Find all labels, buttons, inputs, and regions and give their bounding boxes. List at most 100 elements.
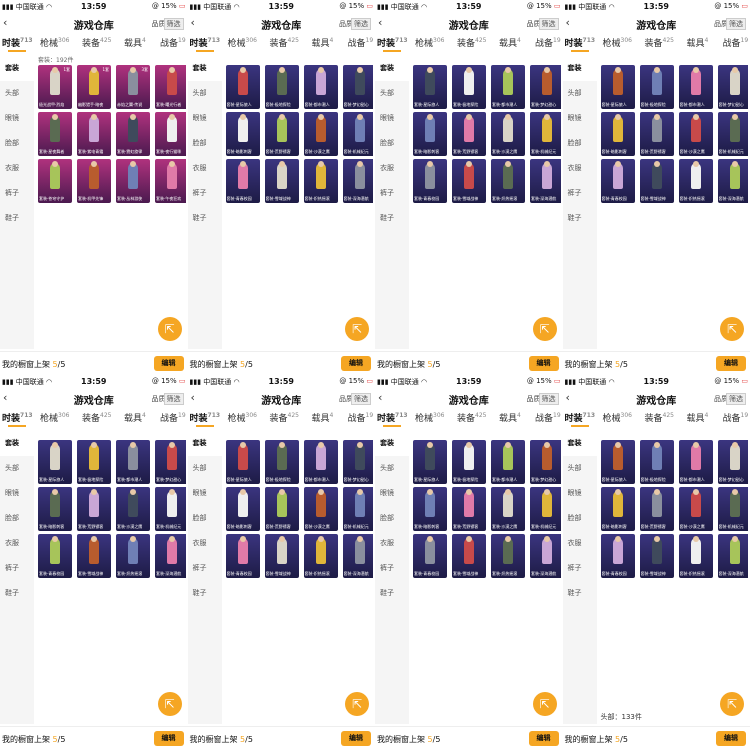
quality-sort-button[interactable]: 品质	[151, 395, 166, 403]
quality-sort-button[interactable]: 品质	[526, 395, 541, 403]
sidebar-item-glasses[interactable]: 眼镜	[380, 489, 394, 497]
item-card[interactable]: 套装·极地探险	[452, 440, 486, 484]
sidebar-item-face[interactable]: 脸部	[380, 139, 394, 147]
item-card[interactable]: 套装·雪域战神	[264, 159, 299, 203]
tab-supplies[interactable]: 战备19	[348, 411, 374, 424]
sidebar-item-pants[interactable]: 裤子	[5, 564, 19, 572]
item-card[interactable]: 套装·星际旅人	[600, 440, 635, 484]
item-card[interactable]: 套装·机械纪元	[530, 112, 561, 156]
sidebar-item-face[interactable]: 脸部	[5, 139, 19, 147]
tab-equipment[interactable]: 装备425	[645, 36, 674, 49]
item-card[interactable]: 套装·梦幻甜心	[530, 65, 561, 109]
sidebar-item-pants[interactable]: 裤子	[567, 189, 582, 197]
sidebar-item-shoes[interactable]: 鞋子	[192, 589, 207, 597]
item-card[interactable]: 套装·雪域战神	[452, 534, 486, 578]
sidebar-item-suit[interactable]: 套装	[375, 56, 409, 81]
sidebar-item-head[interactable]: 头部	[567, 464, 582, 472]
sidebar-item-glasses[interactable]: 眼镜	[5, 114, 19, 122]
item-card[interactable]: 套装·深海潜航	[342, 159, 373, 203]
tab-vehicles[interactable]: 载具4	[312, 36, 334, 49]
chevron-left-icon[interactable]: ‹	[3, 16, 8, 29]
sidebar-item-suit[interactable]: 套装	[375, 431, 409, 456]
filter-button[interactable]: 筛选	[351, 393, 371, 405]
quality-sort-button[interactable]: 品质	[526, 20, 541, 28]
sidebar-item-clothes[interactable]: 衣服	[192, 164, 207, 172]
tab-equipment[interactable]: 装备425	[457, 411, 486, 424]
tab-fashion[interactable]: 时装713	[190, 36, 220, 52]
sidebar-item-suit[interactable]: 套装	[0, 431, 34, 456]
sidebar-item-glasses[interactable]: 眼镜	[192, 489, 207, 497]
sidebar-item-head[interactable]: 头部	[380, 89, 394, 97]
sidebar-item-shoes[interactable]: 鞋子	[380, 589, 394, 597]
item-card[interactable]: 套装·星际旅人	[413, 440, 447, 484]
tab-guns[interactable]: 枪械306	[40, 36, 69, 49]
sidebar-item-clothes[interactable]: 衣服	[567, 164, 582, 172]
item-card[interactable]: 套装·沙漠之鹰	[303, 487, 338, 531]
sidebar-item-pants[interactable]: 裤子	[567, 564, 582, 572]
sidebar-item-glasses[interactable]: 眼镜	[567, 114, 582, 122]
sidebar-item-clothes[interactable]: 衣服	[380, 539, 394, 547]
share-fab[interactable]: ⇱	[157, 317, 182, 341]
item-card[interactable]: 套装·暗影刺客	[225, 487, 260, 531]
edit-button[interactable]: 编辑	[528, 731, 559, 746]
item-card[interactable]: 套装·梦幻甜心	[717, 440, 748, 484]
sidebar-item-head[interactable]: 头部	[5, 89, 19, 97]
item-card[interactable]: 套装·机甲先锋	[77, 159, 111, 203]
item-card[interactable]: 套装·丛林游侠	[116, 159, 150, 203]
tab-guns[interactable]: 枪械306	[603, 411, 632, 424]
item-card[interactable]: 套装·雪域战神	[264, 534, 299, 578]
sidebar-item-pants[interactable]: 裤子	[380, 189, 394, 197]
tab-equipment[interactable]: 装备425	[270, 36, 299, 49]
filter-button[interactable]: 筛选	[163, 393, 184, 405]
item-card[interactable]: 套装·极地探险	[452, 65, 486, 109]
item-card[interactable]: 套装·暗影刺客	[225, 112, 260, 156]
item-card[interactable]: 套装·夜行猫咪	[155, 112, 186, 156]
sidebar-item-glasses[interactable]: 眼镜	[5, 489, 19, 497]
item-card[interactable]: 套装·机械纪元	[530, 487, 561, 531]
edit-button[interactable]: 编辑	[528, 356, 559, 371]
item-card[interactable]: 套装·沙漠之鹰	[303, 112, 338, 156]
tab-guns[interactable]: 枪械306	[603, 36, 632, 49]
tab-vehicles[interactable]: 载具4	[687, 411, 709, 424]
item-card[interactable]: 套装·苍穹守护	[38, 159, 72, 203]
item-card[interactable]: 套装·雪域战神	[452, 159, 486, 203]
tab-vehicles[interactable]: 载具4	[124, 411, 146, 424]
sidebar-item-face[interactable]: 脸部	[567, 139, 582, 147]
filter-button[interactable]: 筛选	[538, 18, 559, 30]
sidebar-item-face[interactable]: 脸部	[567, 514, 582, 522]
chevron-left-icon[interactable]: ‹	[190, 16, 195, 29]
item-card[interactable]: 套装·沙漠之鹰	[678, 487, 713, 531]
sidebar-item-clothes[interactable]: 衣服	[380, 164, 394, 172]
sidebar-item-glasses[interactable]: 眼镜	[380, 114, 394, 122]
item-card[interactable]: 套装·荒野镖客	[264, 112, 299, 156]
edit-button[interactable]: 编辑	[153, 356, 184, 371]
item-card[interactable]: 套装·深海潜航	[717, 159, 748, 203]
filter-button[interactable]: 筛选	[726, 393, 746, 405]
sidebar-item-clothes[interactable]: 衣服	[192, 539, 207, 547]
sidebar-item-shoes[interactable]: 鞋子	[192, 214, 207, 222]
tab-guns[interactable]: 枪械306	[40, 411, 69, 424]
edit-button[interactable]: 编辑	[716, 356, 746, 371]
chevron-left-icon[interactable]: ‹	[3, 391, 8, 404]
item-card[interactable]: 套装·青春校园	[600, 534, 635, 578]
item-card[interactable]: 套装·机械纪元	[342, 112, 373, 156]
share-fab[interactable]: ⇱	[345, 692, 369, 716]
sidebar-item-suit[interactable]: 套装	[0, 56, 34, 81]
share-fab[interactable]: ⇱	[532, 692, 557, 716]
item-card[interactable]: 套装·炽热摇滚	[491, 159, 525, 203]
item-card[interactable]: 套装·都市潮人	[491, 440, 525, 484]
sidebar-item-face[interactable]: 脸部	[192, 139, 207, 147]
item-card[interactable]: 套装·暗影刺客	[413, 487, 447, 531]
sidebar-item-pants[interactable]: 裤子	[380, 564, 394, 572]
sidebar-item-face[interactable]: 脸部	[5, 514, 19, 522]
quality-sort-button[interactable]: 品质	[339, 395, 353, 403]
item-card[interactable]: 套装·荒野镖客	[77, 487, 111, 531]
item-card[interactable]: 套装·都市潮人	[303, 65, 338, 109]
sidebar-item-face[interactable]: 脸部	[192, 514, 207, 522]
item-card[interactable]: 套装·霓虹旋律	[116, 112, 150, 156]
filter-button[interactable]: 筛选	[163, 18, 184, 30]
item-card[interactable]: 套装·星际旅人	[600, 65, 635, 109]
item-card[interactable]: 套装·都市潮人	[116, 440, 150, 484]
item-card[interactable]: 套装·深海潜航	[717, 534, 748, 578]
item-card[interactable]: 套装·雪域战神	[77, 534, 111, 578]
